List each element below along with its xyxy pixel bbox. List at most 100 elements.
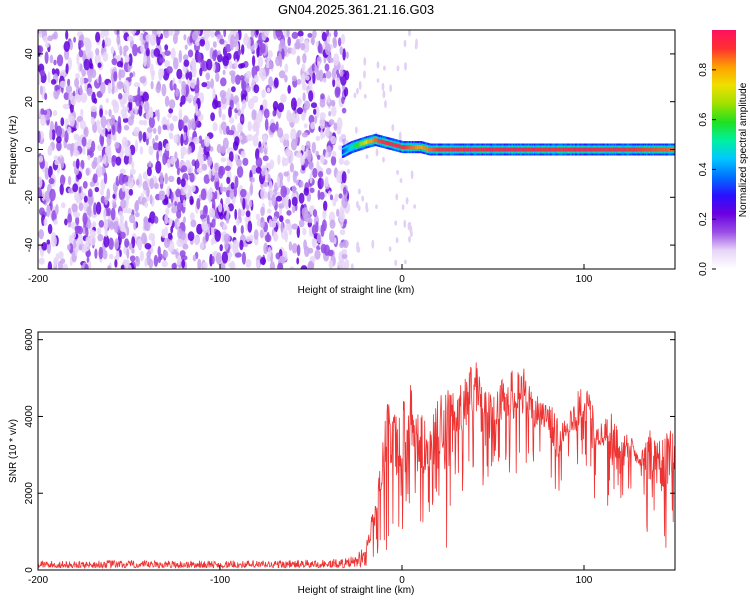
noise-cell	[210, 112, 216, 122]
noise-cell	[79, 63, 83, 72]
noise-cell	[79, 120, 86, 130]
spectrogram-y-axis: -40 -20 0 20 40	[24, 48, 675, 252]
noise-cell	[279, 54, 283, 68]
noise-cell	[143, 100, 150, 114]
noise-cell	[107, 265, 111, 269]
noise-cell	[325, 167, 332, 175]
noise-cell	[309, 172, 313, 184]
noise-cell	[260, 43, 266, 54]
noise-cell	[269, 261, 275, 269]
noise-cell	[199, 153, 204, 166]
noise-cell	[72, 160, 77, 168]
noise-cell	[41, 191, 46, 202]
noise-cell	[376, 61, 380, 69]
noise-cell	[376, 78, 380, 83]
noise-cell	[64, 218, 68, 226]
noise-cell	[329, 230, 335, 243]
noise-cell	[74, 246, 78, 257]
noise-cell	[64, 130, 69, 143]
noise-cell	[219, 263, 224, 269]
noise-cell	[83, 58, 90, 71]
noise-cell	[63, 92, 70, 101]
snr-frame	[37, 331, 676, 571]
noise-cell	[260, 68, 266, 82]
noise-cell	[111, 99, 117, 107]
noise-cell	[164, 44, 169, 51]
noise-cell	[296, 152, 303, 158]
noise-cell	[242, 80, 247, 91]
noise-cell	[159, 68, 165, 78]
noise-cell	[52, 110, 58, 117]
noise-cell	[280, 93, 287, 103]
noise-cell	[114, 238, 119, 250]
noise-cell	[341, 107, 347, 114]
noise-cell	[330, 105, 337, 117]
noise-cell	[193, 136, 200, 145]
noise-cell	[75, 158, 80, 169]
noise-cell	[164, 95, 170, 107]
noise-cell	[225, 213, 230, 224]
noise-cell	[328, 119, 335, 126]
noise-cell	[121, 184, 126, 192]
noise-cell	[138, 119, 145, 126]
noise-cell	[276, 176, 280, 188]
noise-cell	[232, 225, 237, 234]
noise-cell	[110, 131, 117, 140]
noise-cell	[339, 260, 343, 269]
noise-cell	[57, 260, 63, 269]
snr-x-label: Height of straight line (km)	[298, 585, 415, 596]
noise-cell	[282, 157, 289, 167]
noise-cell	[46, 204, 51, 218]
noise-cell	[290, 47, 297, 55]
noise-cell	[212, 41, 217, 48]
noise-cell	[343, 186, 347, 195]
noise-cell	[311, 238, 317, 249]
noise-cell	[110, 46, 115, 55]
noise-cell	[146, 255, 152, 266]
noise-cell	[180, 95, 186, 105]
noise-cell	[263, 242, 268, 255]
noise-cell	[168, 30, 175, 36]
noise-cell	[237, 122, 243, 133]
noise-cell	[186, 164, 194, 174]
noise-cell	[336, 208, 340, 217]
noise-cell	[253, 84, 260, 94]
noise-cell	[161, 83, 167, 97]
noise-cell	[78, 244, 83, 251]
noise-cell	[312, 209, 318, 218]
noise-cell	[229, 189, 234, 200]
noise-cell	[74, 77, 80, 88]
noise-cell	[75, 196, 82, 204]
noise-cell	[44, 92, 48, 101]
noise-cell	[222, 137, 229, 150]
noise-cell	[263, 108, 270, 119]
noise-cell	[240, 208, 246, 217]
noise-cell	[319, 116, 326, 130]
noise-cell	[90, 105, 98, 113]
noise-cell	[307, 32, 313, 38]
noise-cell	[300, 73, 306, 86]
noise-cell	[56, 136, 62, 144]
noise-cell	[317, 61, 321, 68]
noise-cell	[146, 166, 152, 177]
noise-cell	[239, 116, 244, 122]
noise-cell	[83, 37, 90, 47]
noise-cell	[328, 260, 334, 269]
noise-cell	[178, 50, 183, 63]
noise-cell	[89, 58, 93, 70]
noise-cell	[338, 37, 342, 47]
noise-cell	[126, 208, 133, 214]
noise-cell	[108, 237, 114, 250]
noise-cell	[124, 238, 130, 248]
noise-cell	[82, 227, 86, 235]
noise-cell	[176, 176, 181, 185]
noise-cell	[249, 234, 254, 242]
noise-cell	[272, 110, 276, 117]
noise-cell	[146, 186, 150, 197]
noise-cell	[47, 223, 53, 235]
noise-cell	[266, 231, 270, 243]
noise-cell	[161, 260, 168, 268]
noise-cell	[188, 136, 192, 143]
noise-cell	[193, 235, 200, 246]
noise-cell	[394, 259, 398, 266]
